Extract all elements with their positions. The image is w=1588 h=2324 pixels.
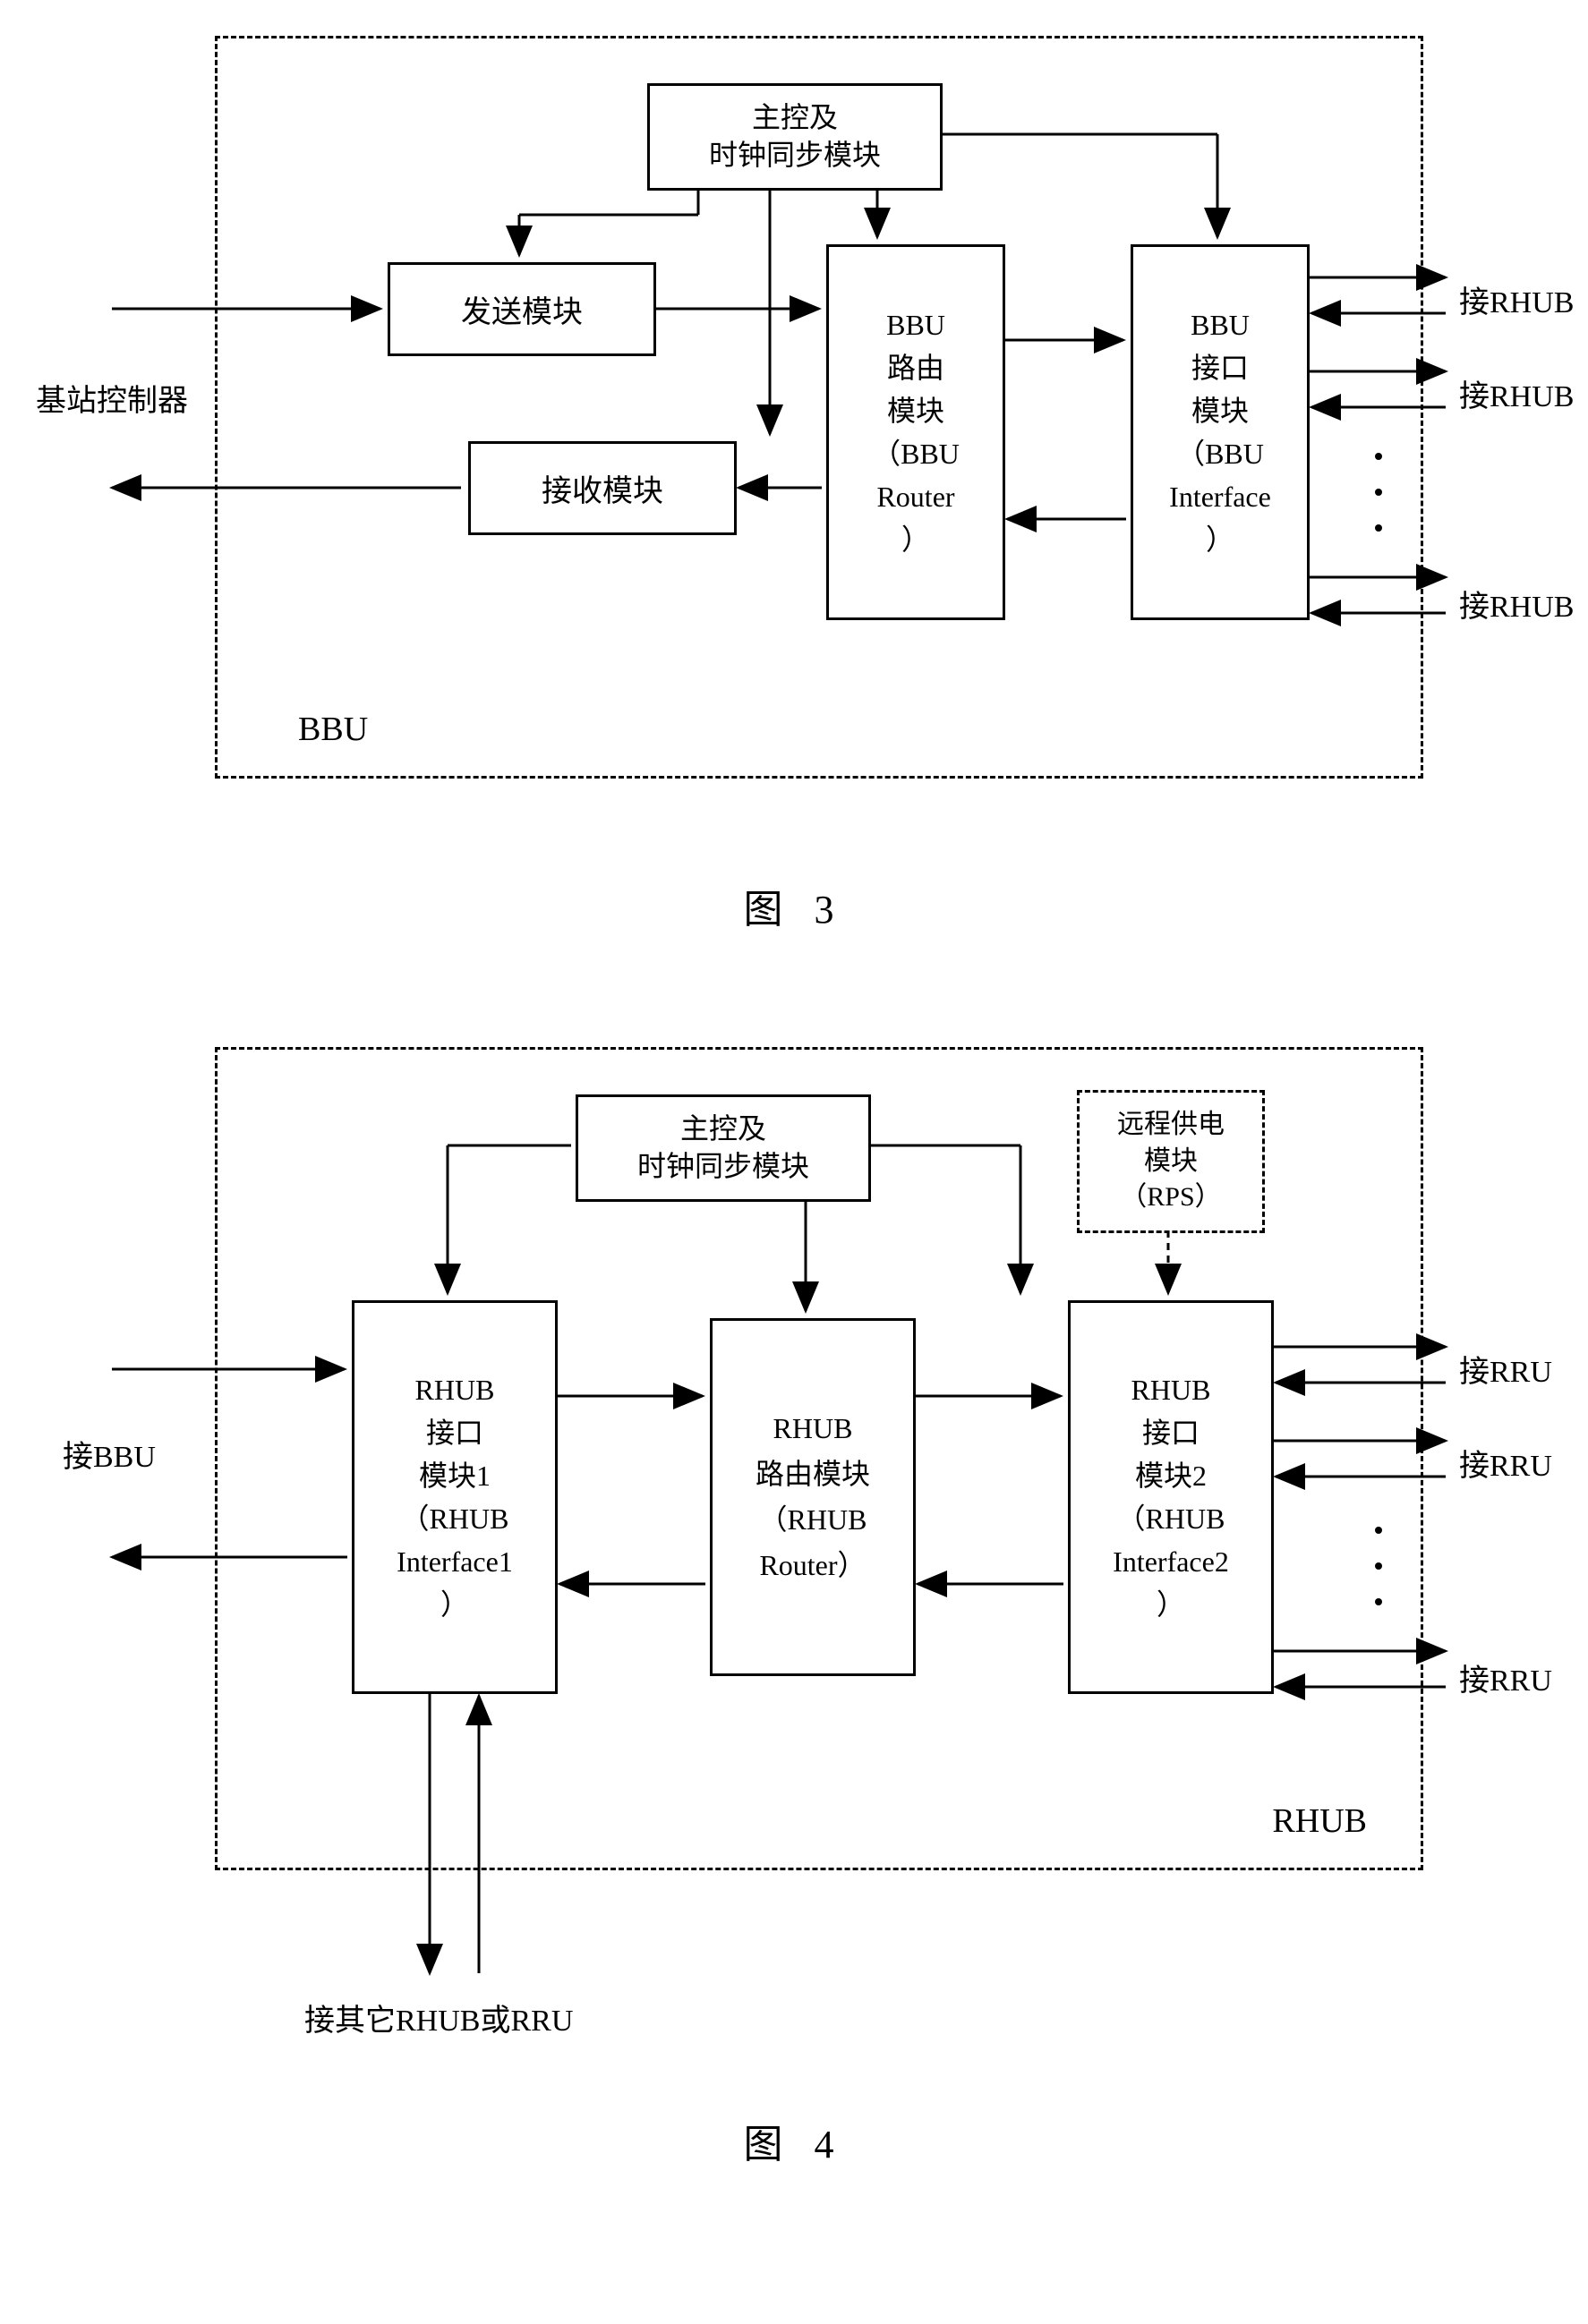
fig4-caption: 图 4 (36, 2112, 1552, 2169)
fig3-iface-text: BBU 接口 模块 （BBU Interface ） (1169, 303, 1271, 561)
figure-4: 接BBU 接RRU 接RRU 接RRU 接其它RHUB或RRU RHUB 主控及… (36, 1047, 1552, 2166)
fig4-iface2-box: RHUB 接口 模块2 （RHUB Interface2 ） (1068, 1300, 1274, 1694)
fig3-right-label-2: 接RHUB (1459, 371, 1574, 415)
fig3-recv-box: 接收模块 (468, 441, 737, 535)
fig3-container: BBU 主控及 时钟同步模块 发送模块 接收模块 BBU 路由 模块 （BBU … (215, 36, 1423, 779)
fig4-left-label: 接BBU (63, 1432, 156, 1476)
fig4-container: RHUB 主控及 时钟同步模块 远程供电 模块 （RPS） RHUB 接口 模块… (215, 1047, 1423, 1870)
fig3-router-box: BBU 路由 模块 （BBU Router ） (826, 244, 1005, 620)
fig4-right-label-3: 接RRU (1459, 1656, 1552, 1699)
fig3-send-text: 发送模块 (461, 287, 583, 331)
fig4-right-label-2: 接RRU (1459, 1441, 1552, 1485)
fig3-iface-box: BBU 接口 模块 （BBU Interface ） (1131, 244, 1310, 620)
fig4-clock-box: 主控及 时钟同步模块 (576, 1094, 871, 1202)
fig4-rps-box: 远程供电 模块 （RPS） (1077, 1090, 1265, 1233)
fig3-right-label-3: 接RHUB (1459, 582, 1574, 626)
fig3-container-label: BBU (298, 710, 368, 749)
fig4-rps-text: 远程供电 模块 （RPS） (1117, 1107, 1225, 1216)
fig3-left-label: 基站控制器 (36, 376, 188, 420)
fig4-router-text: RHUB 路由模块 （RHUB Router） (756, 1406, 870, 1589)
fig4-iface1-text: RHUB 接口 模块1 （RHUB Interface1 ） (397, 1368, 513, 1626)
fig3-recv-text: 接收模块 (542, 466, 663, 510)
fig3-router-text: BBU 路由 模块 （BBU Router ） (872, 303, 960, 561)
fig3-right-label-1: 接RHUB (1459, 277, 1574, 321)
figure-3: 基站控制器 接RHUB 接RHUB 接RHUB BBU 主控及 时钟同步模块 发… (36, 36, 1552, 975)
fig3-caption: 图 3 (36, 877, 1552, 934)
fig4-iface2-text: RHUB 接口 模块2 （RHUB Interface2 ） (1113, 1368, 1229, 1626)
fig4-container-label: RHUB (1272, 1801, 1367, 1841)
fig4-bottom-label: 接其它RHUB或RRU (304, 1996, 573, 2039)
fig4-iface1-box: RHUB 接口 模块1 （RHUB Interface1 ） (352, 1300, 558, 1694)
fig3-clock-box: 主控及 时钟同步模块 (647, 83, 943, 191)
fig4-right-label-1: 接RRU (1459, 1347, 1552, 1391)
fig4-clock-text: 主控及 时钟同步模块 (637, 1111, 809, 1185)
fig4-router-box: RHUB 路由模块 （RHUB Router） (710, 1318, 916, 1676)
fig3-clock-text: 主控及 时钟同步模块 (709, 99, 881, 174)
fig3-send-box: 发送模块 (388, 262, 656, 356)
